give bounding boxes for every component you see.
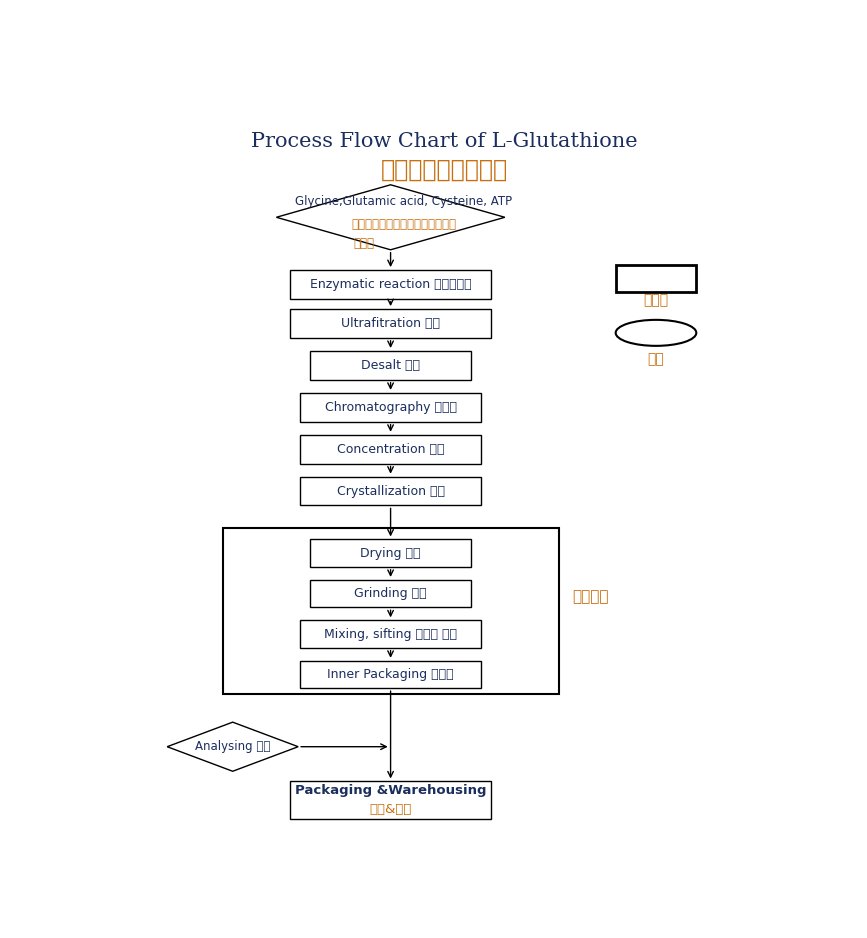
Text: Mixing, sifting 混合， 筛分: Mixing, sifting 混合， 筛分 [324,628,457,641]
Text: 谷胱甘肽生产流程图: 谷胱甘肽生产流程图 [381,158,508,182]
Polygon shape [277,185,505,250]
Text: 洁净区内: 洁净区内 [572,589,609,604]
Bar [223,528,558,694]
Bar [300,660,481,688]
Text: 洁净区: 洁净区 [643,294,668,308]
Text: Ultrafitration 过滤: Ultrafitration 过滤 [341,317,440,330]
Text: Glycine,Glutamic acid, Cysteine, ATP: Glycine,Glutamic acid, Cysteine, ATP [296,195,512,208]
Bar [300,620,481,648]
Text: Inner Packaging 内包装: Inner Packaging 内包装 [327,668,454,681]
Bar [300,434,481,463]
Ellipse shape [616,320,696,346]
Text: Drying 干燥: Drying 干燥 [361,547,420,560]
Text: Grinding 研磨: Grinding 研磨 [355,587,427,600]
Bar [310,539,472,567]
Text: Enzymatic reaction 酶催化反应: Enzymatic reaction 酶催化反应 [310,278,472,291]
Bar [310,580,472,607]
Text: Concentration 浓缩: Concentration 浓缩 [337,443,444,456]
Bar [310,351,472,380]
Bar [616,265,696,293]
Text: Process Flow Chart of L-Glutathione: Process Flow Chart of L-Glutathione [251,132,637,151]
Text: Packaging &Warehousing: Packaging &Warehousing [295,784,486,797]
Text: 溶液: 溶液 [648,353,664,367]
Text: 包装&存储: 包装&存储 [369,803,412,816]
Bar [290,270,492,299]
Bar [300,393,481,422]
Text: 酸腺苷: 酸腺苷 [353,236,375,250]
Text: Crystallization 结晶: Crystallization 结晶 [336,485,445,497]
Bar [290,309,492,338]
Text: 甘氨酸，谷氨酸，半胱氨酸，三磷: 甘氨酸，谷氨酸，半胱氨酸，三磷 [351,218,457,231]
Polygon shape [167,722,298,771]
Text: Chromatography 色谱法: Chromatography 色谱法 [324,401,457,414]
Bar [290,781,492,819]
Bar [300,477,481,506]
Text: Analysing 分析: Analysing 分析 [195,740,271,753]
Text: Desalt 脱盐: Desalt 脱盐 [361,359,420,371]
